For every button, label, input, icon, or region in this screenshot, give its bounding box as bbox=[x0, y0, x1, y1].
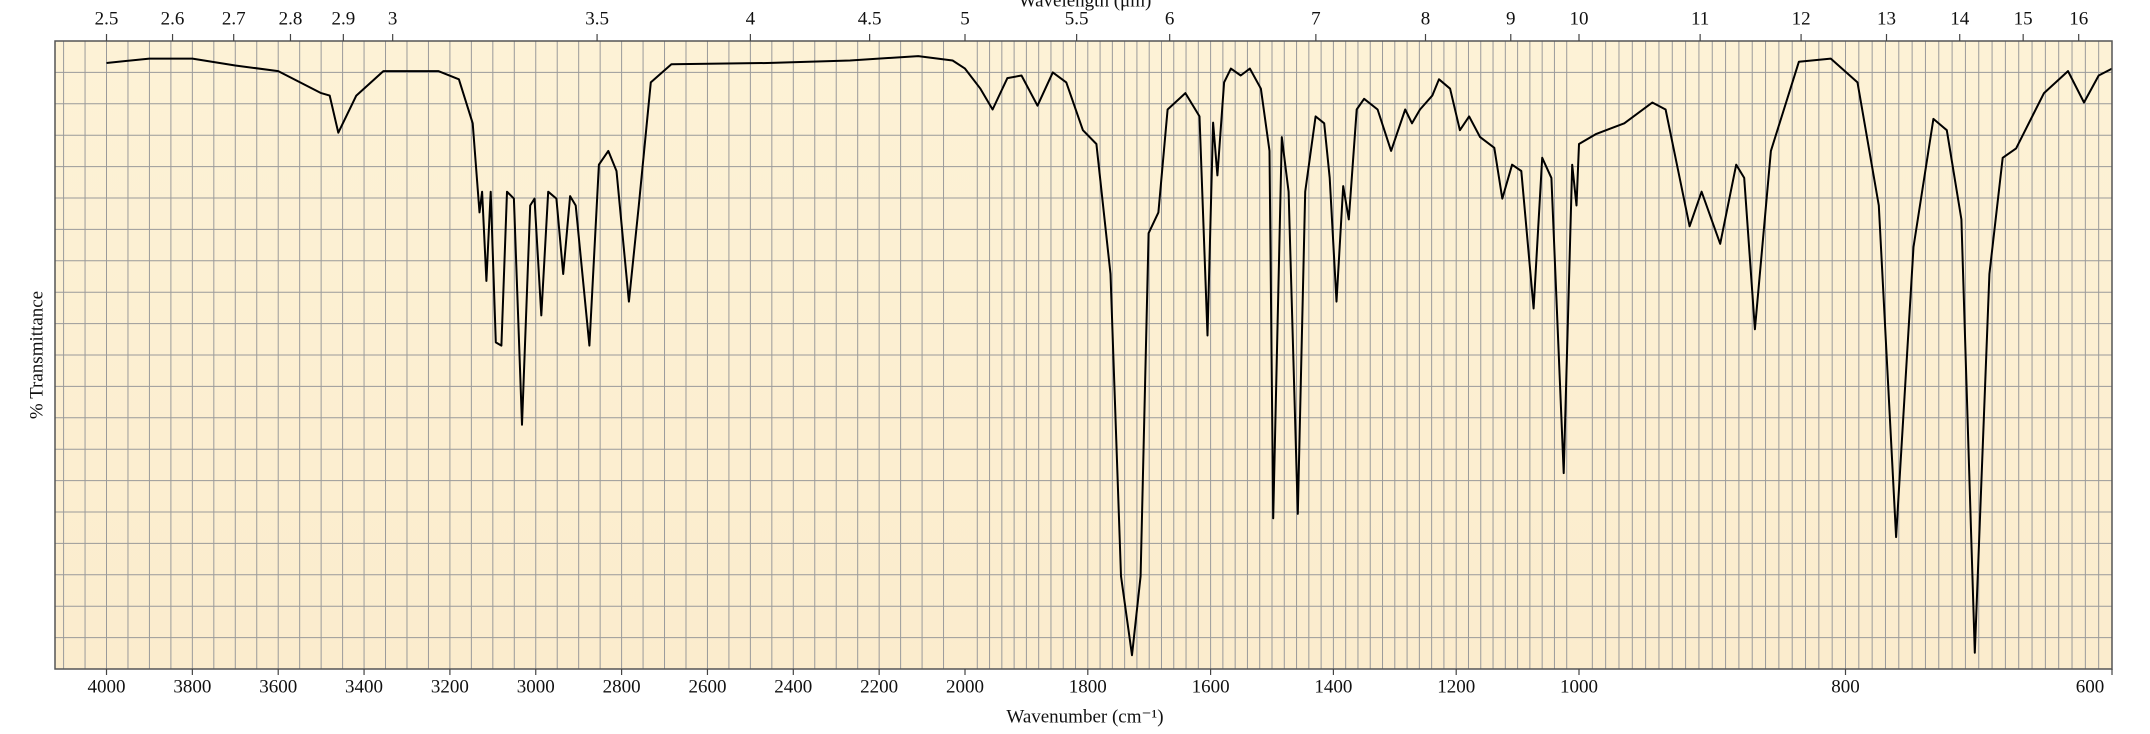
x-tick-label: 2600 bbox=[688, 676, 726, 697]
x-tick-label: 3600 bbox=[259, 676, 297, 697]
x2-tick-label: 8 bbox=[1421, 8, 1431, 29]
x-axis-label: Wavenumber (cm⁻¹) bbox=[1006, 706, 1163, 727]
x2-tick-label: 5.5 bbox=[1065, 8, 1089, 29]
x2-tick-label: 3 bbox=[388, 8, 398, 29]
x2-tick-label: 10 bbox=[1570, 8, 1589, 29]
x2-tick-label: 2.6 bbox=[161, 8, 185, 29]
x-tick-label: 1600 bbox=[1192, 676, 1230, 697]
x-tick-label: 3000 bbox=[517, 676, 555, 697]
x2-tick-label: 4 bbox=[746, 8, 756, 29]
x-tick-label: 3200 bbox=[431, 676, 469, 697]
x-tick-label: 800 bbox=[1831, 676, 1860, 697]
x-tick-label: 1200 bbox=[1437, 676, 1475, 697]
x2-tick-label: 11 bbox=[1691, 8, 1709, 29]
x-tick-label: 4000 bbox=[88, 676, 126, 697]
x2-tick-label: 2.7 bbox=[222, 8, 246, 29]
plot-frame bbox=[54, 40, 2113, 670]
x2-axis-label: Wavelength (μm) bbox=[1019, 0, 1152, 11]
x2-tick-label: 6 bbox=[1165, 8, 1175, 29]
x2-tick-label: 2.8 bbox=[279, 8, 303, 29]
x-tick-label: 600 bbox=[2076, 676, 2105, 697]
x-tick-label: 2000 bbox=[946, 676, 984, 697]
marks bbox=[106, 55, 2113, 657]
y-axis-label: % Transmittance bbox=[26, 291, 47, 419]
x2-tick-label: 13 bbox=[1877, 8, 1896, 29]
x2-tick-label: 2.9 bbox=[331, 8, 355, 29]
x-tick-label: 2400 bbox=[774, 676, 812, 697]
x-tick-label: 1800 bbox=[1069, 676, 1107, 697]
x2-tick-label: 7 bbox=[1311, 8, 1321, 29]
x2-tick-label: 5 bbox=[960, 8, 970, 29]
x-tick-label: 2800 bbox=[603, 676, 641, 697]
x2-tick-label: 4.5 bbox=[858, 8, 882, 29]
x2-tick-label: 9 bbox=[1506, 8, 1516, 29]
x2-tick-label: 12 bbox=[1792, 8, 1811, 29]
x2-tick-label: 3.5 bbox=[585, 8, 609, 29]
x2-tick-label: 14 bbox=[1950, 8, 1970, 29]
x-tick-label: 1000 bbox=[1560, 676, 1598, 697]
x2-tick-label: 15 bbox=[2014, 8, 2033, 29]
x-tick-label: 3400 bbox=[345, 676, 383, 697]
x-tick-label: 1400 bbox=[1314, 676, 1352, 697]
x2-tick-label: 16 bbox=[2069, 8, 2088, 29]
x-tick-label: 3800 bbox=[173, 676, 211, 697]
x2-tick-label: 2.5 bbox=[95, 8, 119, 29]
grid bbox=[55, 41, 2112, 669]
spectrum-line bbox=[106, 55, 2113, 657]
x-tick-label: 2200 bbox=[860, 676, 898, 697]
